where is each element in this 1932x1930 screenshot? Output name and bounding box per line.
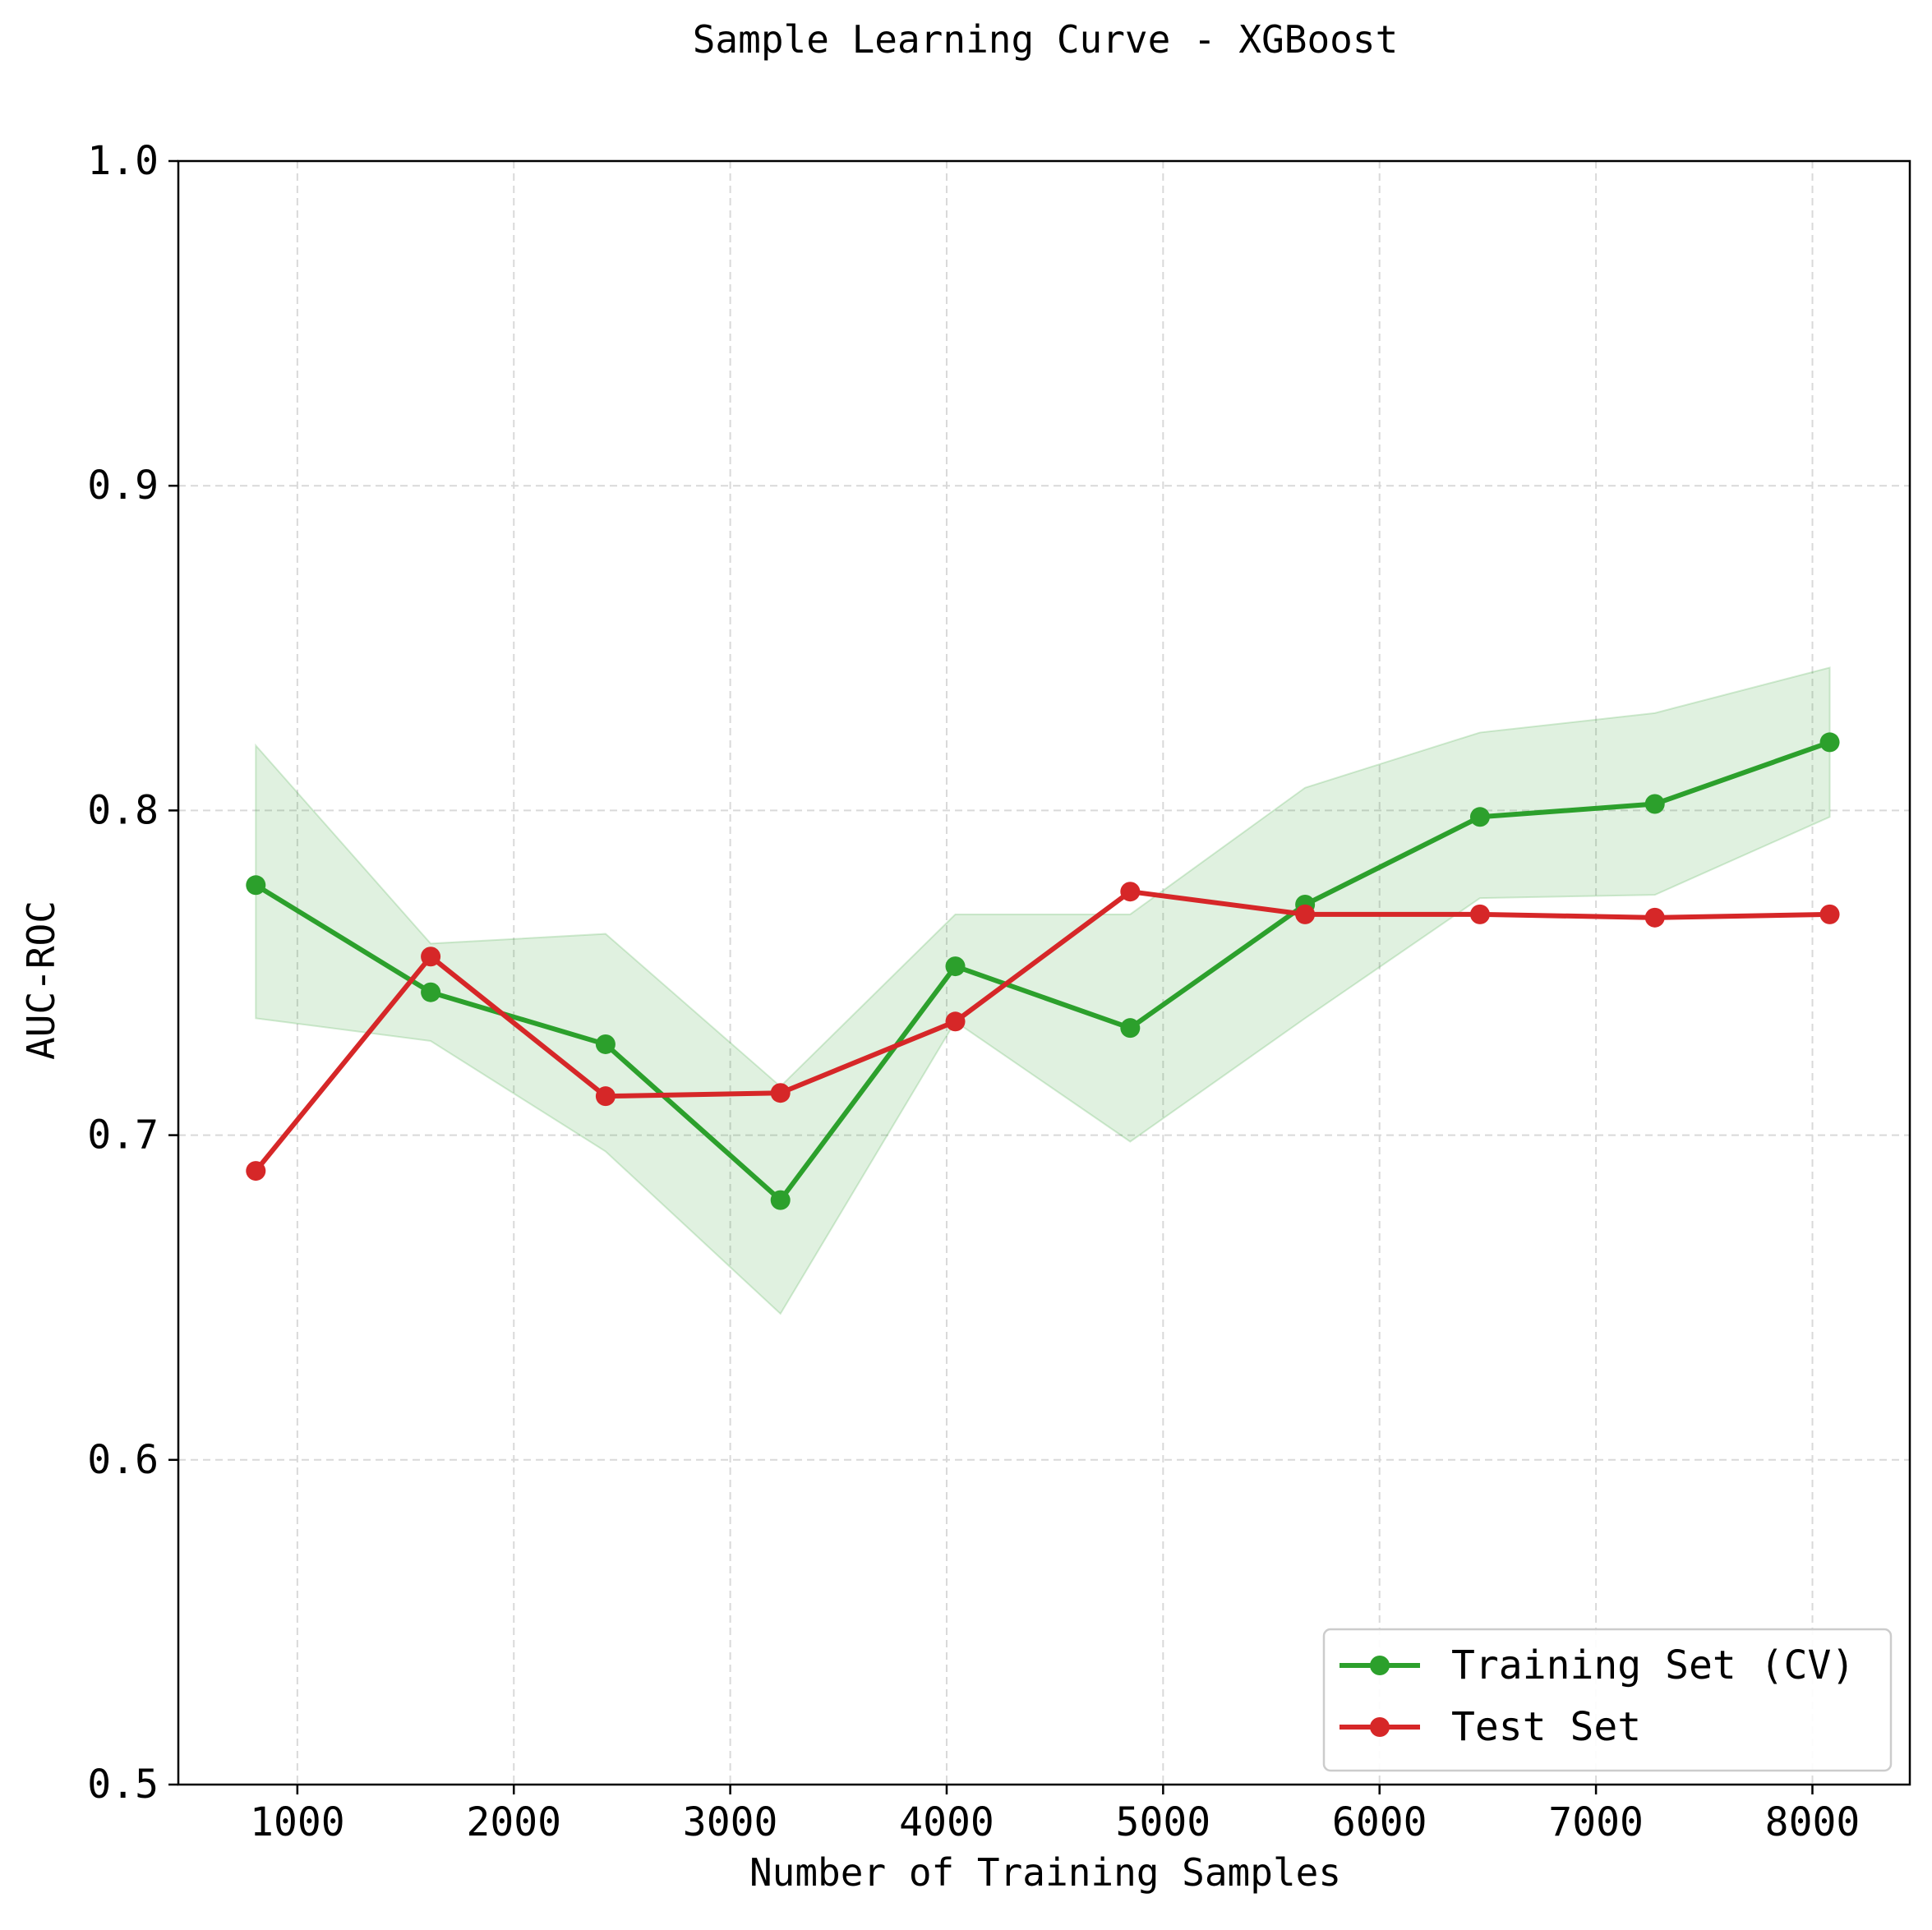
data-point-0 bbox=[945, 956, 966, 977]
axis-ticks: 1000 2000 3000 4000 5000 6000 7000 8000 0.5 0.6 0.… bbox=[87, 138, 1860, 1845]
legend-box bbox=[1322, 1628, 1893, 1772]
confidence-bands bbox=[255, 666, 1831, 1315]
data-point-0 bbox=[1469, 807, 1490, 827]
data-point-0 bbox=[421, 982, 441, 1002]
x-tick-label: 7000 bbox=[1548, 1799, 1644, 1845]
data-point-1 bbox=[1295, 904, 1316, 924]
data-point-0 bbox=[1120, 1018, 1141, 1039]
data-point-1 bbox=[1120, 882, 1141, 902]
x-tick-label: 6000 bbox=[1332, 1799, 1427, 1845]
data-point-1 bbox=[1469, 904, 1490, 924]
legend: Training Set (CV) Test Set bbox=[1322, 1628, 1893, 1772]
x-tick-label: 5000 bbox=[1116, 1799, 1211, 1845]
y-tick-label: 0.9 bbox=[87, 463, 159, 509]
y-tick-label: 0.6 bbox=[87, 1437, 159, 1483]
data-point-0 bbox=[1819, 732, 1840, 753]
y-axis-label: AUC-ROC bbox=[19, 901, 63, 1060]
series-line-1 bbox=[253, 889, 1833, 1174]
y-tick-label: 1.0 bbox=[87, 138, 159, 184]
data-point-1 bbox=[1819, 904, 1840, 924]
legend-marker-training bbox=[1370, 1656, 1390, 1675]
x-axis-label: Number of Training Samples bbox=[749, 1850, 1341, 1895]
y-tick-label: 0.7 bbox=[87, 1112, 159, 1158]
x-tick-label: 2000 bbox=[466, 1799, 561, 1845]
data-point-1 bbox=[421, 947, 441, 967]
confidence-band bbox=[255, 666, 1831, 1315]
data-point-1 bbox=[595, 1086, 616, 1107]
series-lines bbox=[246, 732, 1840, 1210]
data-point-0 bbox=[770, 1190, 791, 1210]
data-point-0 bbox=[246, 875, 266, 896]
legend-label-training: Training Set (CV) bbox=[1451, 1642, 1855, 1688]
legend-label-test: Test Set bbox=[1451, 1704, 1641, 1750]
data-point-0 bbox=[1644, 794, 1665, 814]
data-point-1 bbox=[246, 1161, 266, 1181]
x-tick-label: 8000 bbox=[1765, 1799, 1861, 1845]
x-tick-label: 1000 bbox=[250, 1799, 345, 1845]
data-point-0 bbox=[595, 1034, 616, 1054]
series-line-0 bbox=[253, 739, 1833, 1203]
x-tick-label: 4000 bbox=[899, 1799, 994, 1845]
data-point-1 bbox=[770, 1083, 791, 1103]
data-point-1 bbox=[1644, 907, 1665, 928]
x-tick-label: 3000 bbox=[683, 1799, 778, 1845]
y-tick-label: 0.5 bbox=[87, 1762, 159, 1808]
legend-marker-test bbox=[1370, 1717, 1390, 1737]
y-tick-label: 0.8 bbox=[87, 787, 159, 833]
plot-frame bbox=[177, 159, 1911, 1786]
grid bbox=[178, 161, 1910, 1785]
chart-title: Sample Learning Curve - XGBoost bbox=[693, 17, 1399, 62]
data-point-1 bbox=[945, 1011, 966, 1032]
